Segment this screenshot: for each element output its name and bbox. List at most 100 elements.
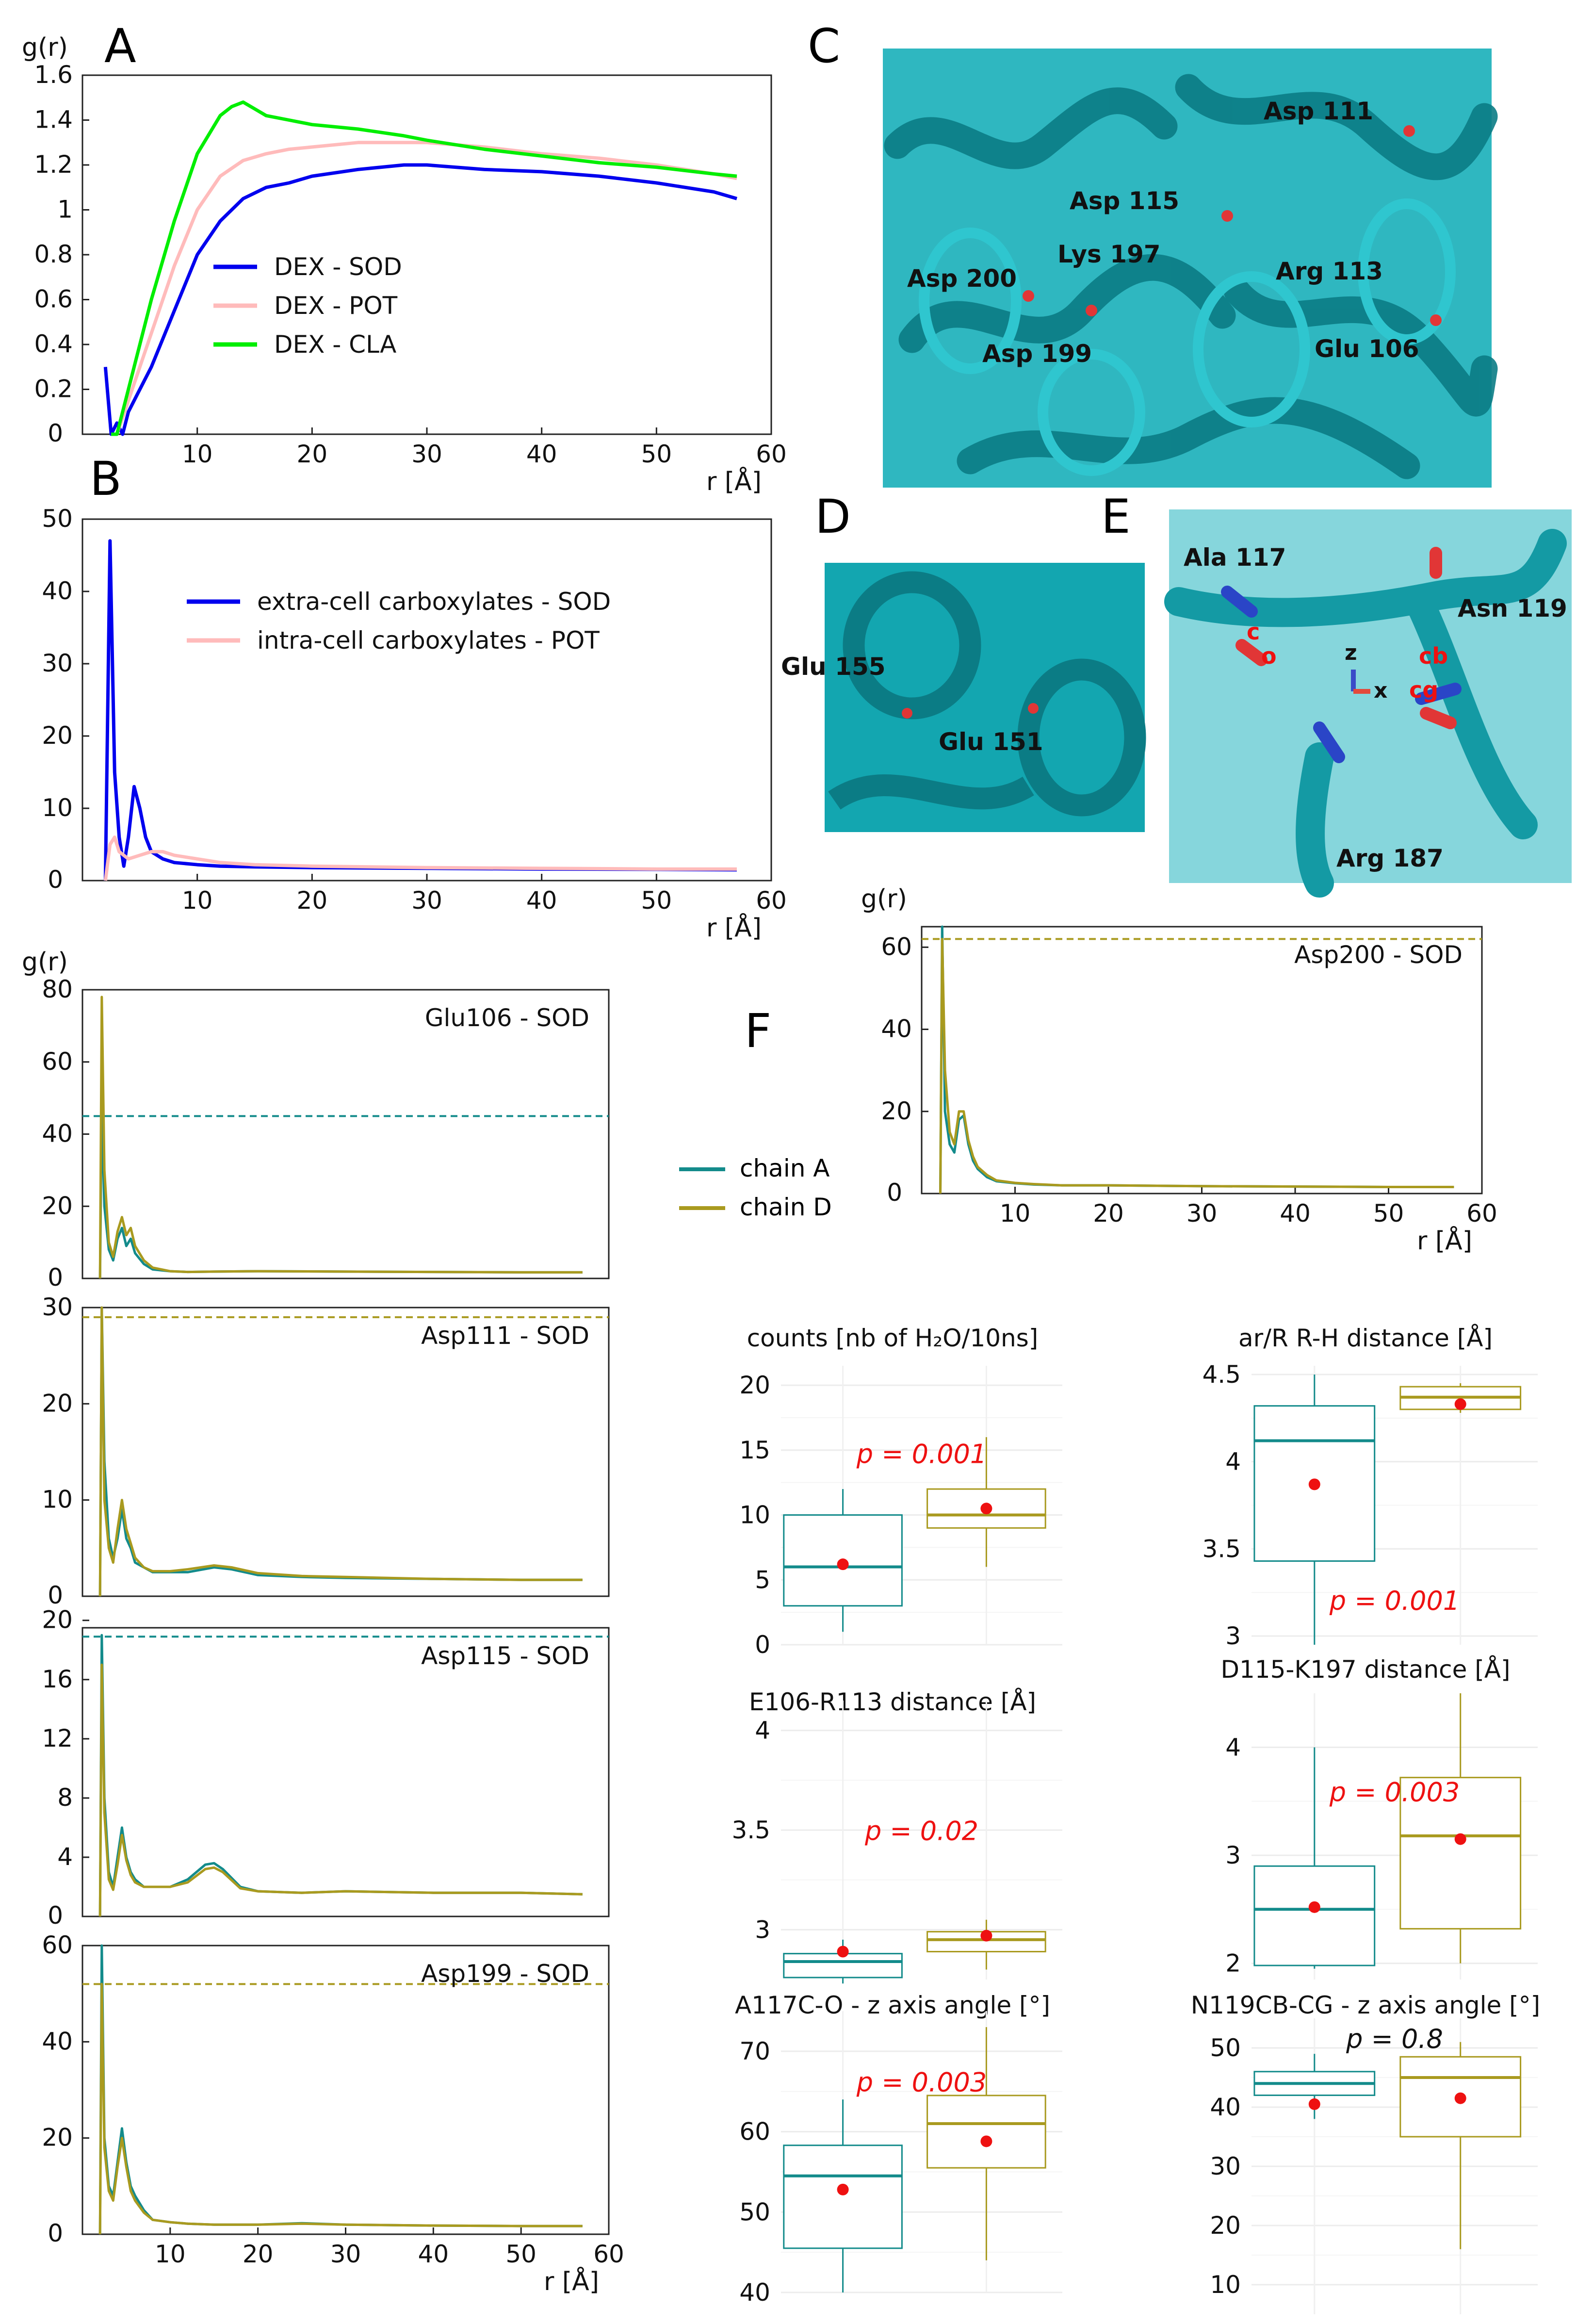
- residue-label-asp111: Asp 111: [1264, 97, 1374, 125]
- residue-label-glu151: Glu 151: [939, 728, 1043, 756]
- chart-f5-xtick-label: 20: [1093, 1199, 1124, 1227]
- chart-a-ytick-label: 1.2: [34, 150, 73, 179]
- chart-f2-title: Asp111 - SOD: [421, 1322, 589, 1350]
- chart-f2-ytick-label: 10: [42, 1486, 73, 1514]
- atom-label-c: c: [1247, 619, 1260, 645]
- chart-a-ytick-label: 0.6: [34, 285, 73, 313]
- structure-e-oxygen-bonds: [1235, 547, 1457, 729]
- structure-d-oxygen-2: [1028, 703, 1039, 714]
- chart-f2-ytick-label: 30: [42, 1293, 73, 1321]
- chart-f1-ylabel: g(r): [22, 948, 68, 977]
- box-a117-ytick-label: 40: [739, 2278, 770, 2307]
- box-arr-mean-point-chain-d: [1454, 1398, 1466, 1410]
- chart-f3-series-chain-d: [98, 1663, 583, 1917]
- panel-label-F: F: [745, 1004, 771, 1058]
- chart-f1-frame: [81, 989, 610, 1279]
- chart-f5-series-chain-d: [939, 937, 1454, 1194]
- residue-label-arg187: Arg 187: [1336, 844, 1444, 872]
- box-counts-pvalue: p = 0.001: [856, 1439, 987, 1470]
- chart-f2-yzero-label: 0: [48, 1581, 63, 1609]
- chart-a-xtick-label: 60: [756, 440, 787, 468]
- box-counts-ytick-label: 15: [739, 1436, 770, 1464]
- chart-f5-ytick-label: 60: [881, 933, 912, 961]
- chart-f1-ytick-label: 20: [42, 1192, 73, 1220]
- chart-a-xtick-label: 50: [641, 440, 672, 468]
- chart-a-ytick-label: 0.4: [34, 330, 73, 358]
- chart-f5-frame: [921, 926, 1483, 1195]
- chart-b-xlabel: r [Å]: [706, 913, 762, 943]
- chart-f3-ytick-label: 4: [57, 1843, 73, 1871]
- chart-b-xtick-label: 10: [182, 886, 213, 915]
- panel-label-D: D: [815, 490, 851, 544]
- chart-b-xtick-label: 40: [526, 886, 557, 915]
- chart-a-legend-label: DEX - CLA: [274, 330, 396, 359]
- panel-label-C: C: [808, 19, 840, 73]
- box-n119-ytick-label: 30: [1210, 2152, 1241, 2180]
- chart-a-xtick-label: 10: [182, 440, 213, 468]
- chart-f4-frame: [81, 1945, 610, 2235]
- box-counts-mean-point-chain-d: [980, 1503, 992, 1515]
- structure-c-oxygen-atoms: [1023, 125, 1442, 326]
- box-d115-title: D115-K197 distance [Å]: [1220, 1655, 1510, 1684]
- box-a117-title: A117C-O - z axis angle [°]: [735, 1991, 1050, 2019]
- chart-f5-xtick-label: 30: [1187, 1199, 1218, 1227]
- atom-label-cg: cg: [1409, 677, 1439, 703]
- box-d115-ytick-label: 4: [1225, 1733, 1241, 1761]
- chart-a-xtick-label: 30: [411, 440, 442, 468]
- chart-f3-title: Asp115 - SOD: [421, 1642, 589, 1670]
- box-counts-ytick-label: 10: [739, 1501, 770, 1529]
- chart-f4-xtick-label: 30: [330, 2240, 361, 2268]
- chart-f1-ytick-label: 40: [42, 1120, 73, 1148]
- chart-a-ytick-label: 0.8: [34, 240, 73, 268]
- chart-f4-ytick-label: 20: [42, 2124, 73, 2152]
- box-e106-ytick-label: 3.5: [731, 1816, 770, 1844]
- structure-c-helix-highlights: [919, 198, 1456, 476]
- box-arr-pvalue: p = 0.001: [1329, 1586, 1460, 1616]
- chart-b-xtick-label: 60: [756, 886, 787, 915]
- chart-f5-xtick-label: 10: [1000, 1199, 1031, 1227]
- structure-d-oxygen: [902, 708, 912, 719]
- chart-a-frame: [81, 74, 772, 435]
- chart-f4-series-chain-d: [98, 1982, 583, 2235]
- chart-f5-ytick-label: 40: [881, 1015, 912, 1043]
- box-d115-ytick-label: 3: [1225, 1841, 1241, 1869]
- chart-b-legend-label: extra-cell carboxylates - SOD: [257, 588, 611, 616]
- chart-a-series-dex-cla: [111, 100, 737, 436]
- chart-f4-xtick-label: 40: [418, 2240, 449, 2268]
- residue-label-asp200: Asp 200: [907, 264, 1017, 293]
- chart-f5-title: Asp200 - SOD: [1294, 941, 1463, 969]
- chart-f4-title: Asp199 - SOD: [421, 1960, 589, 1988]
- chart-a-xtick-label: 20: [297, 440, 328, 468]
- box-d115-box-chain-d: [1399, 1777, 1522, 1930]
- residue-label-arg113: Arg 113: [1276, 257, 1383, 285]
- chart-f4-xlabel: r [Å]: [544, 2266, 599, 2296]
- box-arr-mean-point-chain-a: [1308, 1478, 1320, 1490]
- structure-d-ribbons: [828, 571, 1146, 817]
- box-n119-mean-point-chain-a: [1308, 2098, 1320, 2110]
- chart-b-ytick-label: 40: [42, 577, 73, 605]
- chart-b-ytick-label: 10: [42, 794, 73, 822]
- box-a117-mean-point-chain-a: [837, 2183, 849, 2195]
- chart-f4-xtick-label: 20: [243, 2240, 274, 2268]
- residue-label-ala117: Ala 117: [1184, 543, 1286, 572]
- panel-label-E: E: [1101, 490, 1131, 544]
- box-n119-mean-point-chain-d: [1454, 2092, 1466, 2104]
- chart-f2-ytick-label: 20: [42, 1389, 73, 1417]
- box-counts-ytick-label: 0: [755, 1631, 770, 1659]
- box-counts-ytick-label: 20: [739, 1371, 770, 1399]
- chart-b-series-intra-cell-carboxylates-pot: [103, 835, 737, 881]
- box-d115-ytick-label: 2: [1225, 1949, 1241, 1978]
- box-d115-box-chain-a: [1253, 1865, 1376, 1966]
- box-arr-ytick-label: 3.5: [1202, 1535, 1241, 1563]
- chart-b-ytick-label: 20: [42, 721, 73, 750]
- box-a117-box-chain-a: [783, 2144, 903, 2249]
- structure-c-ribbons: [884, 74, 1498, 479]
- chart-a-series-dex-pot: [111, 141, 737, 436]
- chart-b-yzero-label: 0: [48, 866, 63, 894]
- residue-label-glu106: Glu 106: [1315, 335, 1419, 363]
- chart-f2-series-chain-d: [98, 1306, 583, 1597]
- chart-f3-ytick-label: 8: [57, 1784, 73, 1812]
- chart-f3-ytick-label: 16: [42, 1665, 73, 1693]
